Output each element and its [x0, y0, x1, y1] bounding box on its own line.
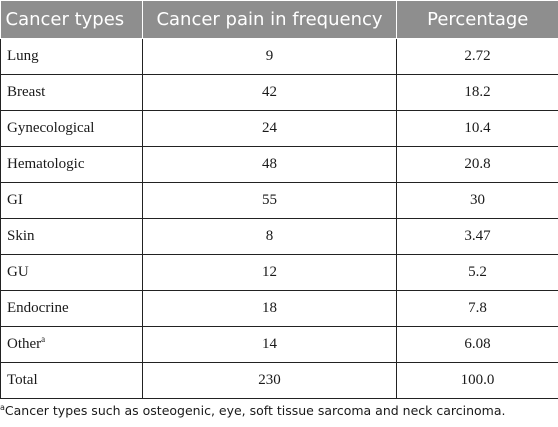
table-row-total: Total 230 100.0 — [0, 362, 558, 399]
table-row: Othera 14 6.08 — [0, 326, 558, 363]
cell-cancer-type: Hematologic — [0, 146, 143, 183]
header-percentage: Percentage — [396, 0, 558, 39]
cell-percentage: 5.2 — [396, 254, 558, 291]
table-row: Skin 8 3.47 — [0, 218, 558, 255]
cell-frequency: 14 — [142, 326, 397, 363]
cell-cancer-type: Gynecological — [0, 110, 143, 147]
table-row: Endocrine 18 7.8 — [0, 290, 558, 327]
cell-percentage: 3.47 — [396, 218, 558, 255]
cell-percentage: 100.0 — [396, 362, 558, 399]
cell-percentage: 7.8 — [396, 290, 558, 327]
cell-percentage: 6.08 — [396, 326, 558, 363]
cell-cancer-type: GU — [0, 254, 143, 291]
cell-percentage: 10.4 — [396, 110, 558, 147]
table-row: Lung 9 2.72 — [0, 38, 558, 75]
cell-cancer-type: Breast — [0, 74, 143, 111]
table-row: GU 12 5.2 — [0, 254, 558, 291]
table-body: Lung 9 2.72 Breast 42 18.2 Gynecological… — [0, 38, 558, 399]
cell-cancer-type: Total — [0, 362, 143, 399]
cell-frequency: 18 — [142, 290, 397, 327]
table-row: Hematologic 48 20.8 — [0, 146, 558, 183]
cell-frequency: 230 — [142, 362, 397, 399]
cell-frequency: 24 — [142, 110, 397, 147]
cell-frequency: 8 — [142, 218, 397, 255]
table-header: Cancer types Cancer pain in frequency Pe… — [0, 0, 558, 39]
cell-frequency: 42 — [142, 74, 397, 111]
cell-frequency: 12 — [142, 254, 397, 291]
cell-cancer-type: Endocrine — [0, 290, 143, 327]
cancer-pain-table: Cancer types Cancer pain in frequency Pe… — [0, 0, 558, 399]
footnote-marker: a — [0, 402, 5, 412]
cell-percentage: 2.72 — [396, 38, 558, 75]
cell-percentage: 20.8 — [396, 146, 558, 183]
cell-cancer-type-text: Other — [7, 336, 42, 352]
header-cancer-types: Cancer types — [0, 0, 143, 39]
header-cancer-pain-frequency: Cancer pain in frequency — [142, 0, 397, 39]
cell-frequency: 48 — [142, 146, 397, 183]
table-row: Breast 42 18.2 — [0, 74, 558, 111]
cell-cancer-type: Othera — [0, 326, 143, 363]
header-row: Cancer types Cancer pain in frequency Pe… — [0, 0, 558, 39]
cell-cancer-type: GI — [0, 182, 143, 219]
cell-cancer-type: Lung — [0, 38, 143, 75]
table-row: GI 55 30 — [0, 182, 558, 219]
table-row: Gynecological 24 10.4 — [0, 110, 558, 147]
footnote-marker: a — [41, 334, 46, 344]
cell-frequency: 55 — [142, 182, 397, 219]
cell-percentage: 30 — [396, 182, 558, 219]
cell-cancer-type: Skin — [0, 218, 143, 255]
cell-percentage: 18.2 — [396, 74, 558, 111]
table-footnote: aCancer types such as osteogenic, eye, s… — [0, 403, 558, 418]
cell-frequency: 9 — [142, 38, 397, 75]
footnote-text: Cancer types such as osteogenic, eye, so… — [4, 403, 506, 418]
